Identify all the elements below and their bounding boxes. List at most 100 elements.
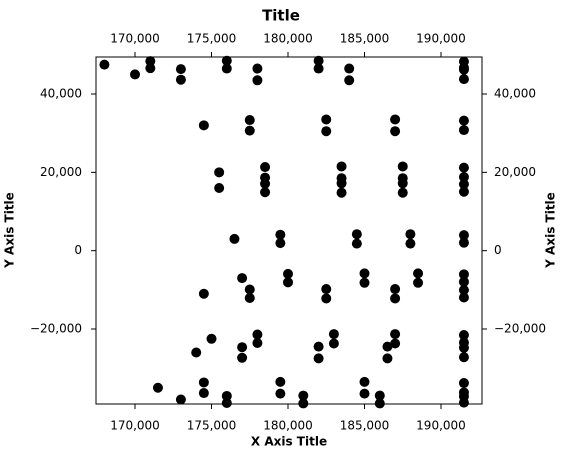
point	[321, 126, 332, 137]
point	[458, 162, 469, 173]
point	[397, 187, 408, 198]
point	[351, 238, 362, 249]
point	[344, 63, 355, 74]
x-tick-label: 185,000	[340, 419, 390, 433]
point	[405, 229, 416, 240]
point	[458, 172, 469, 183]
point	[221, 63, 232, 74]
x-tick-label: 175,000	[187, 419, 237, 433]
point	[237, 342, 248, 353]
point	[221, 55, 232, 66]
point	[298, 390, 309, 401]
y-tick-label-right: −20,000	[494, 321, 546, 335]
point	[458, 284, 469, 295]
point	[397, 161, 408, 172]
point	[321, 114, 332, 125]
y-axis-title: Y Axis Title	[3, 192, 17, 269]
point	[359, 268, 370, 279]
point	[237, 273, 248, 284]
point	[328, 338, 339, 349]
point	[145, 63, 156, 74]
point	[336, 178, 347, 189]
point	[313, 63, 324, 74]
point	[458, 330, 469, 341]
point	[244, 125, 255, 136]
point	[313, 341, 324, 352]
point	[175, 64, 186, 75]
point	[390, 338, 401, 349]
point	[390, 114, 401, 125]
point	[458, 397, 469, 408]
point	[359, 277, 370, 288]
point	[229, 233, 240, 244]
point	[198, 288, 209, 299]
point	[321, 284, 332, 295]
point	[336, 187, 347, 198]
point	[458, 186, 469, 197]
point	[145, 56, 156, 67]
y-tick-label: −20,000	[30, 321, 82, 335]
point	[374, 398, 385, 409]
point	[252, 63, 263, 74]
point	[260, 187, 271, 198]
point	[390, 126, 401, 137]
point	[298, 398, 309, 409]
point	[328, 329, 339, 340]
point	[237, 352, 248, 363]
point	[260, 178, 271, 189]
point	[275, 388, 286, 399]
point	[413, 277, 424, 288]
point	[221, 398, 232, 409]
point	[130, 69, 141, 80]
point	[336, 161, 347, 172]
point	[191, 347, 202, 358]
point	[198, 377, 209, 388]
point	[458, 115, 469, 126]
point	[382, 353, 393, 364]
point	[175, 394, 186, 405]
point	[405, 238, 416, 249]
plot-frame	[95, 56, 483, 405]
chart-title: Title	[262, 7, 300, 25]
point	[260, 162, 271, 173]
point	[252, 329, 263, 340]
point	[413, 268, 424, 279]
point	[458, 237, 469, 248]
point	[252, 75, 263, 86]
point	[374, 390, 385, 401]
point	[313, 55, 324, 66]
point	[321, 293, 332, 304]
point	[206, 333, 217, 344]
point	[198, 120, 209, 131]
point	[458, 276, 469, 287]
point	[351, 229, 362, 240]
x-tick-label-top: 170,000	[110, 32, 160, 46]
x-tick-label-top: 185,000	[340, 32, 390, 46]
point	[458, 342, 469, 353]
point	[359, 388, 370, 399]
y-tick-label-right: 40,000	[494, 87, 536, 101]
point	[283, 277, 294, 288]
point	[359, 376, 370, 387]
point	[214, 167, 225, 178]
point	[397, 178, 408, 189]
point	[283, 268, 294, 279]
y-tick-label: 40,000	[40, 87, 82, 101]
x-tick-label-top: 190,000	[416, 32, 466, 46]
point	[99, 59, 110, 70]
point	[244, 115, 255, 126]
y-tick-label: 20,000	[40, 165, 82, 179]
point	[275, 238, 286, 249]
point	[344, 75, 355, 86]
x-tick-label-top: 175,000	[187, 32, 237, 46]
point	[390, 284, 401, 295]
point	[458, 269, 469, 280]
x-tick-label: 180,000	[263, 419, 313, 433]
y-tick-label: 0	[74, 243, 82, 257]
x-tick-label-top: 180,000	[263, 32, 313, 46]
point	[458, 125, 469, 136]
x-axis-title: X Axis Title	[251, 435, 327, 449]
point	[458, 179, 469, 190]
